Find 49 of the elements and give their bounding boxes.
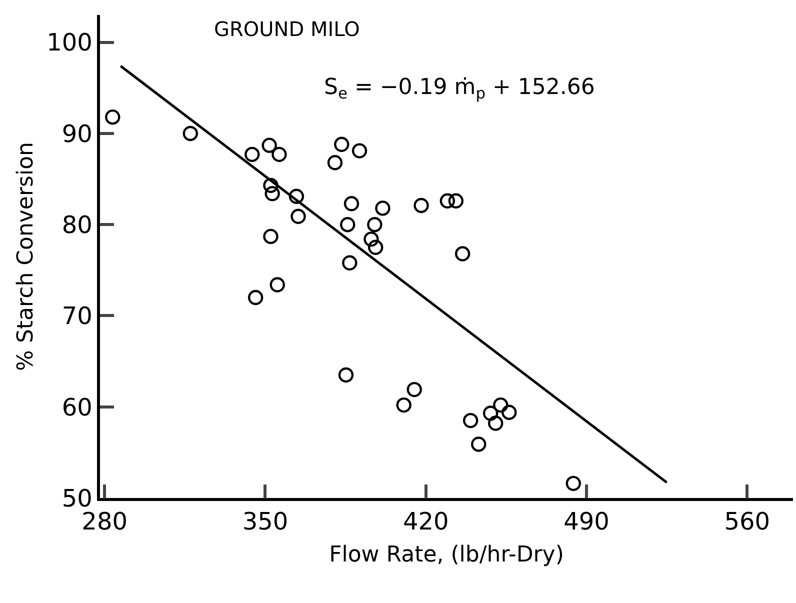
x-axis-title: Flow Rate, (lb/hr-Dry) [329,542,564,568]
point [493,397,508,413]
x-tick-label: 420 [402,508,449,536]
point [396,397,412,413]
point [471,436,486,452]
chart-title: GROUND MILO [214,17,360,41]
point [342,255,358,270]
point [566,476,581,492]
point [344,196,360,212]
point [334,136,350,152]
point [488,416,504,431]
point [406,382,422,398]
point [440,193,456,209]
point [327,155,343,170]
y-tick-label: 90 [62,120,92,148]
y-tick-label: 60 [62,393,92,422]
point [264,186,280,202]
y-tick-label: 70 [62,302,92,330]
point [448,193,464,209]
point [462,412,478,428]
point [263,178,278,194]
point [367,217,382,232]
x-tick-label: 560 [724,508,770,536]
x-tick-label: 490 [564,508,610,536]
y-tick-label: 80 [62,211,92,239]
point [270,277,285,292]
point [454,246,470,262]
point [482,406,498,421]
y-tick-label: 100 [46,28,92,57]
point [244,146,260,162]
point [375,200,390,216]
point [340,217,356,232]
point [290,208,306,224]
point [262,138,277,153]
point [288,188,304,204]
point [105,109,120,125]
y-axis-title: % Starch Conversion [13,142,38,371]
point [182,126,198,142]
point [368,240,384,255]
point [272,146,287,162]
annotation: S$_{e}$ = −0.19 ṁ$_{p}$ + 152.66 [324,75,595,103]
point [263,228,278,244]
point [502,404,517,420]
point [414,198,429,214]
point [338,367,354,383]
point [352,143,368,158]
point [364,232,379,247]
x-tick-label: 350 [242,508,288,536]
point [248,290,264,306]
